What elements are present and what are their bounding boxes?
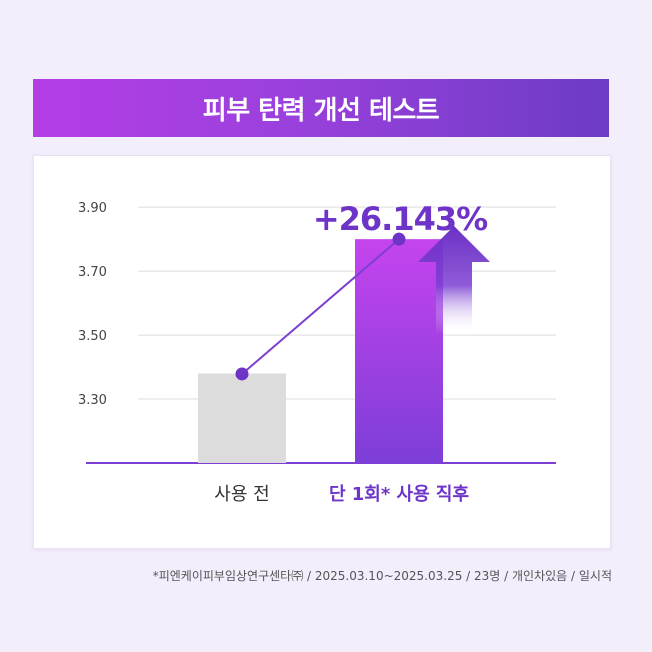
trend-arrow-icon	[418, 226, 490, 334]
y-tick-label: 3.30	[78, 393, 107, 408]
x-category-label: 단 1회* 사용 직후	[329, 484, 469, 505]
bar-0	[198, 373, 286, 463]
x-category-label: 사용 전	[214, 484, 269, 505]
change-annotation: +26.143%	[313, 200, 488, 238]
data-point-0	[235, 367, 249, 381]
y-tick-label: 3.90	[78, 201, 107, 216]
bar-1	[355, 239, 443, 463]
footnote: *피엔케이피부임상연구센타㈜ / 2025.03.10~2025.03.25 /…	[152, 569, 612, 583]
data-point-1	[392, 232, 406, 246]
trend-line	[241, 238, 400, 375]
title-banner: 피부 탄력 개선 테스트	[33, 79, 609, 137]
chart-card	[33, 155, 611, 549]
y-tick-label: 3.70	[78, 265, 107, 280]
chart-title: 피부 탄력 개선 테스트	[202, 95, 440, 126]
y-tick-label: 3.50	[78, 329, 107, 344]
